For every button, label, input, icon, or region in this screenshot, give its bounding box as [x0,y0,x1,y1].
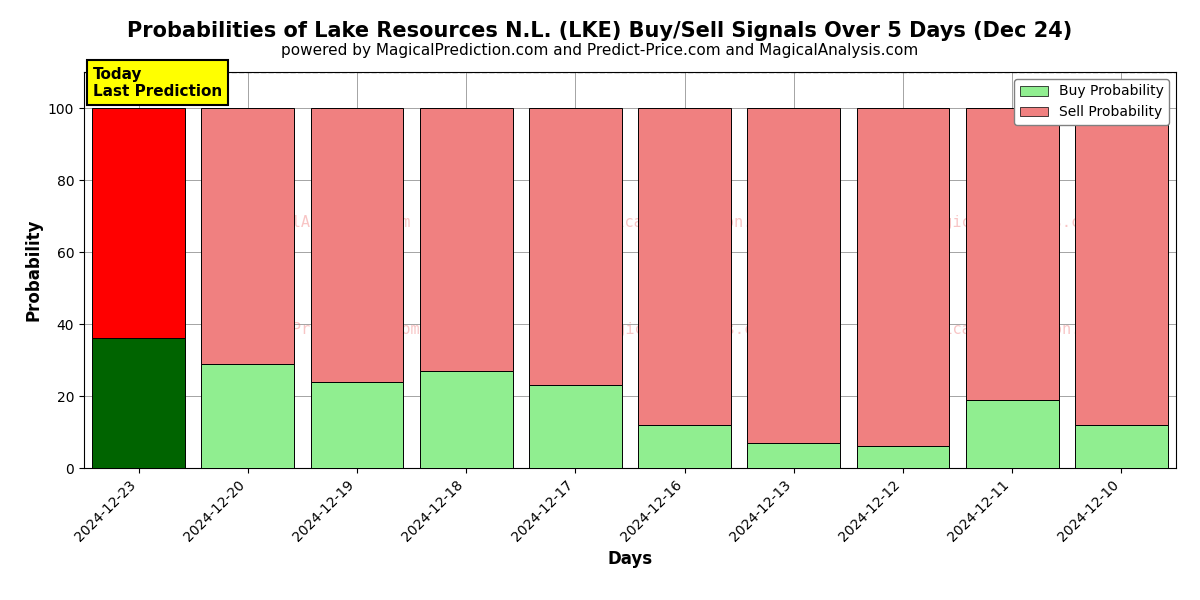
Bar [420,371,512,468]
Text: MagicalPrediction.com: MagicalPrediction.com [917,322,1108,337]
Text: MagicalAnalysis.com: MagicalAnalysis.com [238,215,410,230]
Bar [529,108,622,385]
X-axis label: Days: Days [607,550,653,568]
Bar [529,385,622,468]
Bar [966,108,1058,400]
Bar [748,443,840,468]
Text: powered by MagicalPrediction.com and Predict-Price.com and MagicalAnalysis.com: powered by MagicalPrediction.com and Pre… [281,43,919,58]
Bar [1075,425,1168,468]
Bar [92,338,185,468]
Text: MagicalPrediction.com: MagicalPrediction.com [589,215,780,230]
Bar [202,108,294,364]
Bar [1075,108,1168,425]
Text: Probabilities of Lake Resources N.L. (LKE) Buy/Sell Signals Over 5 Days (Dec 24): Probabilities of Lake Resources N.L. (LK… [127,21,1073,41]
Bar [420,108,512,371]
Bar [311,108,403,382]
Bar [857,446,949,468]
Bar [748,108,840,443]
Legend: Buy Probability, Sell Probability: Buy Probability, Sell Probability [1014,79,1169,125]
Text: MagicalPrediction.com: MagicalPrediction.com [228,322,420,337]
Text: MagicalAnalysis.com: MagicalAnalysis.com [598,322,772,337]
Text: MagicalAnalysis.com: MagicalAnalysis.com [925,215,1099,230]
Bar [966,400,1058,468]
Bar [638,425,731,468]
Bar [311,382,403,468]
Bar [638,108,731,425]
Y-axis label: Probability: Probability [24,219,42,321]
Bar [857,108,949,446]
Text: Today
Last Prediction: Today Last Prediction [92,67,222,99]
Bar [202,364,294,468]
Bar [92,108,185,338]
